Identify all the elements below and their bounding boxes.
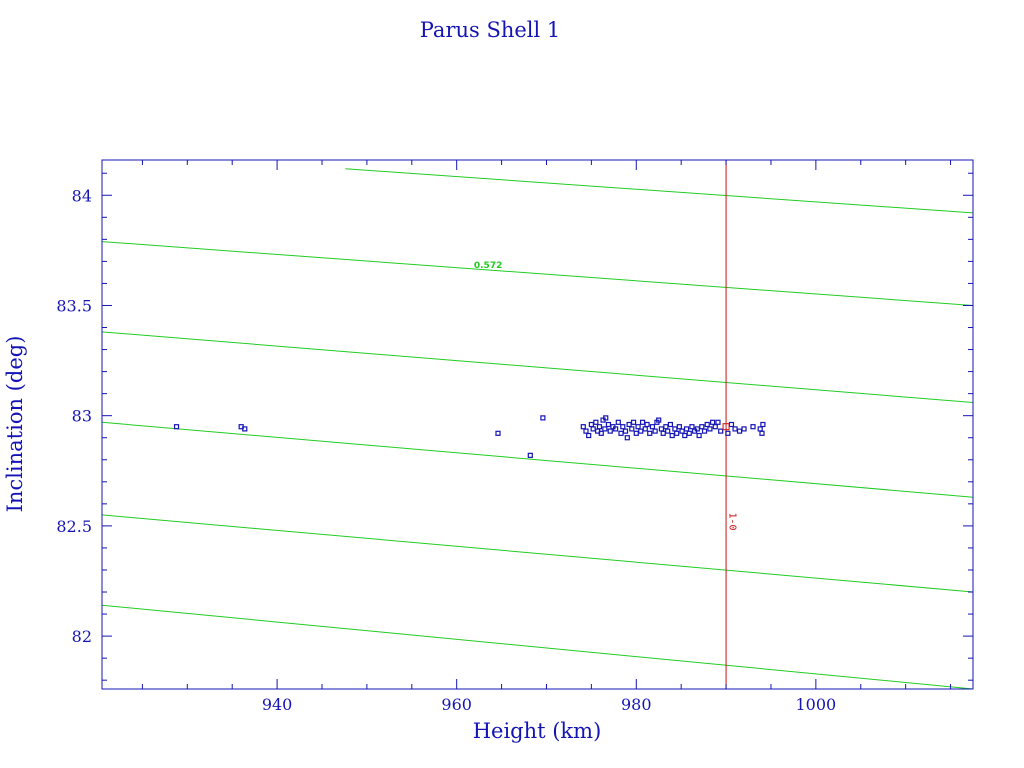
- data-point: [173, 424, 180, 430]
- data-point: [707, 426, 713, 432]
- data-point: [649, 424, 656, 430]
- data-point: [242, 426, 248, 432]
- data-point: [728, 421, 735, 428]
- y-tick-label: 82: [72, 627, 92, 646]
- x-axis-title: Height (km): [473, 719, 602, 743]
- data-point: [639, 419, 646, 425]
- data-point: [593, 419, 599, 425]
- y-tick-label: 82.5: [56, 517, 92, 536]
- data-point: [633, 430, 639, 436]
- x-tick-label: 980: [621, 695, 652, 714]
- contour-line-2: [101, 241, 974, 306]
- data-point: [613, 426, 619, 432]
- data-point: [732, 426, 738, 432]
- data-point: [624, 435, 630, 441]
- y-tick-label: 83.5: [56, 296, 92, 315]
- x-tick-label: 1000: [796, 695, 837, 714]
- contour-line-4: [101, 421, 974, 498]
- x-tick-label: 940: [262, 695, 293, 714]
- data-point: [689, 424, 695, 430]
- data-point: [725, 430, 731, 436]
- data-point: [620, 424, 626, 430]
- data-point: [686, 430, 692, 436]
- chart-title: Parus Shell 1: [420, 18, 561, 42]
- data-point: [658, 426, 665, 432]
- data-point: [602, 426, 608, 432]
- data-point: [605, 421, 612, 428]
- reference-line-label: 1-0: [727, 512, 738, 530]
- data-point: [586, 432, 592, 439]
- data-point: [718, 428, 724, 434]
- data-point: [629, 426, 635, 432]
- data-point: [672, 426, 678, 432]
- data-point: [598, 430, 604, 436]
- y-axis: 82 82.5 83 83.5 84: [56, 172, 973, 681]
- data-point: [588, 421, 594, 428]
- contour-line-5: [101, 514, 974, 593]
- data-point: [736, 428, 743, 434]
- data-point: [674, 430, 680, 436]
- data-point: [712, 424, 718, 430]
- reference-marker: [722, 423, 730, 431]
- data-point: [663, 424, 669, 430]
- data-point: [527, 452, 533, 458]
- data-point: [618, 430, 624, 436]
- data-point: [540, 415, 546, 421]
- data-point: [635, 424, 641, 430]
- data-point: [580, 424, 586, 430]
- data-point: [679, 428, 685, 434]
- data-point: [704, 421, 710, 428]
- data-point: [667, 421, 673, 428]
- data-point: [596, 424, 603, 430]
- contour-line-3: [101, 331, 974, 403]
- data-point: [757, 426, 763, 432]
- data-point: [759, 430, 765, 436]
- data-point: [642, 426, 648, 432]
- data-point: [669, 432, 675, 439]
- data-point: [760, 421, 766, 428]
- y-axis-title: Inclination (deg): [3, 336, 27, 513]
- data-point: [694, 426, 700, 432]
- data-point: [626, 421, 632, 428]
- data-point: [709, 419, 716, 425]
- plot-area: 0.572 1-0: [101, 160, 974, 690]
- contour-label: 0.572: [474, 261, 502, 271]
- data-point: [607, 428, 613, 434]
- contour-line-6: [101, 604, 974, 690]
- contour-line-1: [345, 168, 974, 214]
- y-tick-label: 83: [72, 407, 92, 426]
- data-point: [696, 432, 702, 439]
- data-point: [638, 428, 644, 434]
- data-point: [652, 428, 658, 434]
- data-point: [615, 419, 621, 425]
- data-point: [590, 426, 596, 432]
- x-axis: 940 960 980 1000: [141, 160, 952, 714]
- data-point: [660, 430, 666, 436]
- data-point: [495, 430, 501, 436]
- data-point: [741, 426, 747, 432]
- data-point: [622, 428, 629, 434]
- data-point: [682, 432, 688, 439]
- plot-frame: [101, 159, 974, 690]
- data-point: [715, 419, 721, 425]
- data-point: [630, 419, 637, 425]
- data-point: [644, 421, 650, 428]
- data-point: [750, 424, 756, 430]
- data-point: [665, 428, 671, 434]
- y-tick-label: 84: [72, 186, 92, 205]
- data-point: [656, 417, 662, 423]
- data-point: [647, 430, 653, 436]
- data-point: [603, 415, 609, 421]
- data-point: [701, 428, 708, 434]
- data-point: [676, 424, 682, 430]
- data-point: [699, 424, 705, 430]
- x-tick-label: 960: [441, 695, 472, 714]
- data-point: [583, 428, 589, 434]
- data-point: [683, 426, 690, 432]
